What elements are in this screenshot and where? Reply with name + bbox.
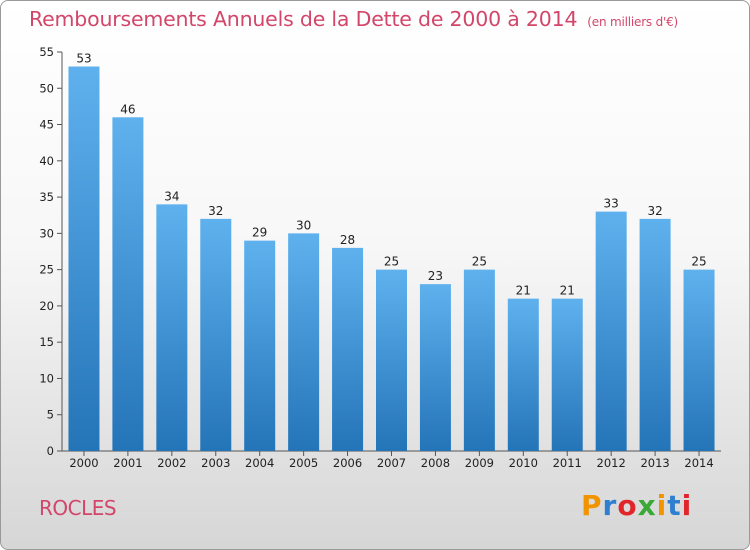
title-text: Remboursements Annuels de la Dette de 20… [29, 7, 578, 31]
x-tick-label-2009: 2009 [465, 456, 494, 470]
data-label-2006: 28 [340, 233, 355, 247]
y-tick-label: 50 [39, 81, 54, 95]
bar-2007 [376, 269, 407, 451]
data-label-2009: 25 [472, 255, 487, 269]
data-label-2014: 25 [691, 255, 706, 269]
x-tick-label-2000: 2000 [69, 456, 98, 470]
logo-letter: i [681, 489, 693, 522]
logo-letter: t [667, 489, 682, 522]
data-label-2005: 30 [296, 218, 311, 232]
data-label-2010: 21 [516, 284, 531, 298]
proxiti-logo: Proxiti [581, 489, 692, 522]
x-tick-label-2013: 2013 [640, 456, 669, 470]
bar-2009 [463, 269, 495, 451]
x-tick-label-2010: 2010 [509, 456, 538, 470]
bar-2000 [68, 66, 100, 451]
bar-2012 [595, 211, 627, 451]
x-tick-label-2012: 2012 [597, 456, 626, 470]
y-tick-label: 5 [47, 408, 54, 422]
bar-2006 [332, 247, 364, 451]
data-label-2000: 53 [76, 52, 91, 66]
bar-2002 [156, 204, 188, 451]
x-tick-label-2003: 2003 [201, 456, 230, 470]
data-label-2013: 32 [647, 204, 662, 218]
y-tick-label: 25 [39, 263, 54, 277]
logo-letter: i [656, 489, 668, 522]
bar-2008 [419, 284, 451, 451]
x-tick-label-2006: 2006 [333, 456, 362, 470]
x-tick-label-2014: 2014 [684, 456, 713, 470]
x-tick-label-2011: 2011 [553, 456, 582, 470]
logo-letter: r [602, 489, 618, 522]
data-label-2011: 21 [560, 284, 575, 298]
y-tick-label: 0 [47, 444, 54, 458]
bar-2013 [639, 218, 671, 451]
data-label-2002: 34 [164, 189, 179, 203]
y-tick-label: 35 [39, 190, 54, 204]
data-label-2001: 46 [120, 102, 135, 116]
data-label-2007: 25 [384, 255, 399, 269]
unit-note: (en milliers d'€) [587, 15, 679, 29]
y-tick-label: 45 [39, 118, 54, 132]
bar-2005 [288, 233, 320, 451]
data-label-2008: 23 [428, 269, 443, 283]
x-tick-label-2005: 2005 [289, 456, 318, 470]
y-tick-label: 30 [39, 226, 54, 240]
data-label-2004: 29 [252, 226, 267, 240]
logo-letter: o [617, 489, 638, 522]
bar-2011 [551, 298, 583, 451]
logo-letter: P [581, 489, 603, 522]
bar-2010 [507, 298, 539, 451]
x-tick-label-2008: 2008 [421, 456, 450, 470]
chart-title: Remboursements Annuels de la Dette de 20… [29, 7, 678, 31]
x-tick-label-2007: 2007 [377, 456, 406, 470]
data-label-2012: 33 [604, 197, 619, 211]
x-tick-label-2004: 2004 [245, 456, 274, 470]
x-tick-label-2002: 2002 [157, 456, 186, 470]
y-tick-label: 15 [39, 335, 54, 349]
bars: 53 46 34 32 29 30 28 25 23 25 21 21 33 32 25 [68, 52, 715, 452]
bar-2004 [244, 240, 276, 451]
y-tick-label: 10 [39, 371, 54, 385]
axes: 0 5 10 15 20 25 30 35 40 45 50 55 2000 2001 2002 2003 20… [39, 45, 721, 470]
y-tick-label: 40 [39, 154, 54, 168]
logo-letter: x [637, 489, 657, 522]
commune-name: ROCLES [39, 496, 117, 520]
bar-2001 [112, 117, 144, 452]
x-tick-label-2001: 2001 [113, 456, 142, 470]
data-label-2003: 32 [208, 204, 223, 218]
bar-2014 [683, 269, 715, 451]
y-tick-label: 55 [39, 45, 54, 59]
bar-2003 [200, 218, 232, 451]
y-tick-label: 20 [39, 299, 54, 313]
